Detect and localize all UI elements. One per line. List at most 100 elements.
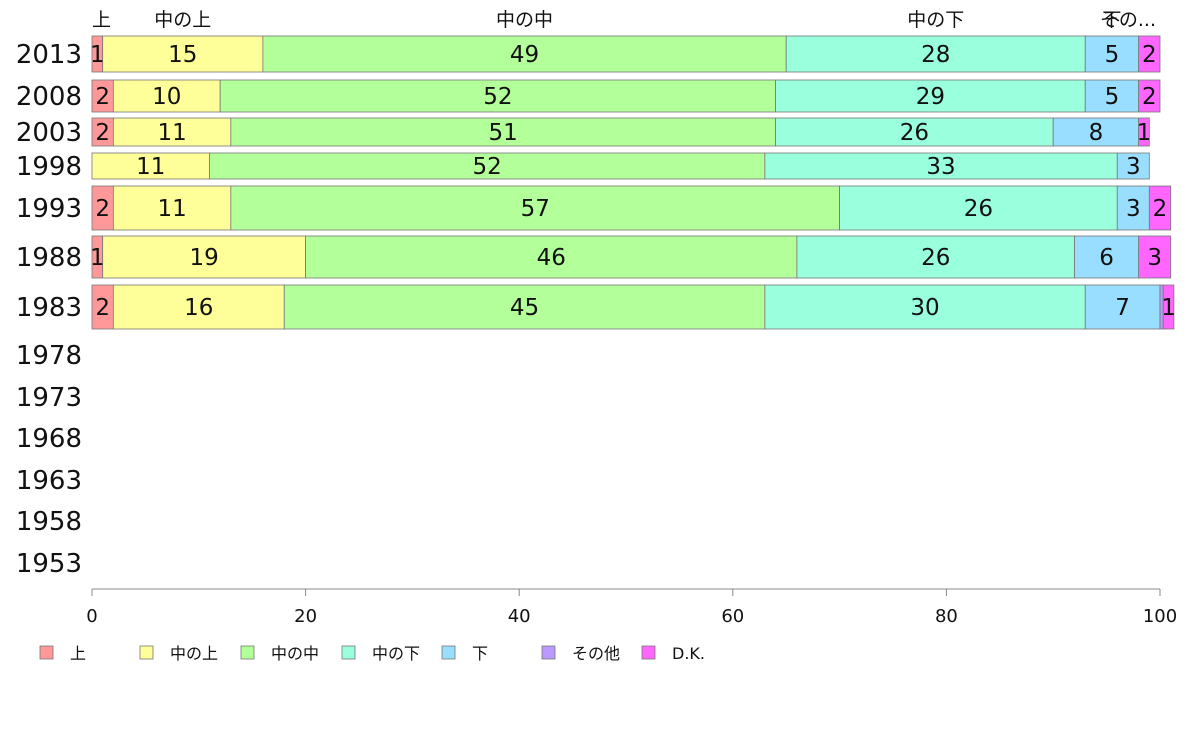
bar-1988-下 bbox=[1074, 235, 1140, 279]
bar-1988-中の下 bbox=[796, 235, 1075, 279]
y-tick-label-1953: 1953 bbox=[16, 549, 82, 579]
legend-swatch-中の下 bbox=[341, 645, 356, 660]
bar-1983-下 bbox=[1084, 284, 1161, 330]
legend-label: 中の上 bbox=[170, 644, 218, 663]
legend-swatch-その他 bbox=[541, 645, 556, 660]
x-tick-label-100: 100 bbox=[1143, 606, 1177, 627]
bar-1983-中の中 bbox=[283, 284, 766, 330]
y-tick-label-1978: 1978 bbox=[16, 341, 82, 371]
bar-label-2008-中の中: 52 bbox=[483, 84, 512, 110]
bar-2008-下 bbox=[1084, 79, 1140, 113]
bar-label-2008-下: 5 bbox=[1105, 84, 1120, 110]
y-tick-label-2013: 2013 bbox=[16, 40, 82, 70]
x-tick-label-60: 60 bbox=[721, 606, 744, 627]
y-tick-label-1968: 1968 bbox=[16, 424, 82, 454]
bar-2013-D.K. bbox=[1138, 35, 1161, 73]
bar-1983-中の下 bbox=[764, 284, 1086, 330]
legend-swatch-中の中 bbox=[240, 645, 255, 660]
bar-label-2008-D.K.: 2 bbox=[1142, 84, 1157, 110]
legend-label: D.K. bbox=[672, 644, 705, 663]
series-top-label: 中の上 bbox=[154, 9, 211, 31]
bar-label-1993-中の下: 26 bbox=[964, 196, 993, 222]
bar-label-2003-下: 8 bbox=[1089, 120, 1104, 146]
y-tick-label-1963: 1963 bbox=[16, 466, 82, 496]
legend-label: 中の下 bbox=[372, 644, 420, 663]
y-tick-label-1958: 1958 bbox=[16, 507, 82, 537]
y-tick-label-1983: 1983 bbox=[16, 293, 82, 323]
series-top-label: 中の中 bbox=[496, 9, 553, 31]
bar-2008-中の中 bbox=[219, 79, 776, 113]
x-tick-label-20: 20 bbox=[294, 606, 317, 627]
bar-label-2013-中の上: 15 bbox=[168, 42, 197, 68]
y-tick-label-2003: 2003 bbox=[16, 118, 82, 148]
bar-1998-下 bbox=[1116, 152, 1150, 180]
bar-label-1993-下: 3 bbox=[1126, 196, 1141, 222]
series-top-label: 中の下 bbox=[907, 9, 964, 31]
y-tick-label-1973: 1973 bbox=[16, 383, 82, 413]
bar-label-2008-中の上: 10 bbox=[152, 84, 181, 110]
bar-label-1998-中の中: 52 bbox=[473, 154, 502, 180]
bar-2003-中の下 bbox=[775, 117, 1054, 147]
bar-label-1988-D.K.: 3 bbox=[1147, 245, 1162, 271]
bar-label-1988-中の中: 46 bbox=[537, 245, 566, 271]
bar-label-1998-下: 3 bbox=[1126, 154, 1141, 180]
bar-2003-下 bbox=[1052, 117, 1140, 147]
bar-1988-中の中 bbox=[305, 235, 798, 279]
bar-label-2013-下: 5 bbox=[1105, 42, 1120, 68]
bar-2008-D.K. bbox=[1138, 79, 1161, 113]
bar-1988-D.K. bbox=[1138, 235, 1172, 279]
bar-label-1988-上: 1 bbox=[90, 245, 105, 271]
bar-1988-中の上 bbox=[102, 235, 306, 279]
bar-label-1998-中の下: 33 bbox=[926, 154, 955, 180]
legend-label: 中の中 bbox=[271, 644, 319, 663]
bar-label-1983-下: 7 bbox=[1115, 295, 1130, 321]
bar-label-1988-中の上: 19 bbox=[189, 245, 218, 271]
bar-label-2013-中の下: 28 bbox=[921, 42, 950, 68]
legend-label: 上 bbox=[70, 644, 86, 663]
bar-label-1983-中の上: 16 bbox=[184, 295, 213, 321]
bar-1993-中の下 bbox=[839, 185, 1118, 231]
bar-label-2003-中の中: 51 bbox=[489, 120, 518, 146]
bar-label-2008-上: 2 bbox=[95, 84, 110, 110]
y-tick-label-1998: 1998 bbox=[16, 152, 82, 182]
x-tick-label-0: 0 bbox=[86, 606, 97, 627]
bar-2003-中の中 bbox=[230, 117, 776, 147]
bar-label-1983-D.K.: 1 bbox=[1161, 295, 1176, 321]
bar-label-1998-中の上: 11 bbox=[136, 154, 165, 180]
bar-label-1988-下: 6 bbox=[1099, 245, 1114, 271]
bar-2003-中の上 bbox=[112, 117, 232, 147]
bar-2013-中の上 bbox=[102, 35, 264, 73]
y-tick-label-2008: 2008 bbox=[16, 82, 82, 112]
series-top-label: 下 bbox=[1102, 9, 1121, 31]
legend-label: その他 bbox=[572, 644, 620, 663]
bar-label-1983-中の下: 30 bbox=[910, 295, 939, 321]
bar-label-1988-中の下: 26 bbox=[921, 245, 950, 271]
bar-label-1993-中の中: 57 bbox=[521, 196, 550, 222]
bar-label-2003-D.K.: 1 bbox=[1137, 120, 1152, 146]
bar-label-1993-中の上: 11 bbox=[157, 196, 186, 222]
bar-label-2013-中の中: 49 bbox=[510, 42, 539, 68]
bar-2013-下 bbox=[1084, 35, 1140, 73]
series-top-label: その... bbox=[1100, 9, 1156, 31]
bar-2008-中の上 bbox=[112, 79, 221, 113]
bar-label-1983-中の中: 45 bbox=[510, 295, 539, 321]
bar-1983-中の上 bbox=[112, 284, 285, 330]
legend-swatch-下 bbox=[441, 645, 456, 660]
series-top-label: 上 bbox=[92, 9, 111, 31]
x-tick-label-80: 80 bbox=[935, 606, 958, 627]
bar-label-2003-上: 2 bbox=[95, 120, 110, 146]
bar-2003-D.K. bbox=[1138, 117, 1150, 147]
legend-swatch-中の上 bbox=[139, 645, 154, 660]
bar-label-1993-D.K.: 2 bbox=[1153, 196, 1168, 222]
legend-swatch-D.K. bbox=[641, 645, 656, 660]
y-tick-label-1988: 1988 bbox=[16, 243, 82, 273]
bar-1993-中の上 bbox=[112, 185, 232, 231]
bar-1993-D.K. bbox=[1148, 185, 1172, 231]
bar-label-2013-D.K.: 2 bbox=[1142, 42, 1157, 68]
legend-swatch-上 bbox=[39, 645, 54, 660]
bar-1983-D.K. bbox=[1162, 284, 1175, 330]
bar-1998-中の下 bbox=[764, 152, 1118, 180]
bar-2013-中の下 bbox=[785, 35, 1086, 73]
